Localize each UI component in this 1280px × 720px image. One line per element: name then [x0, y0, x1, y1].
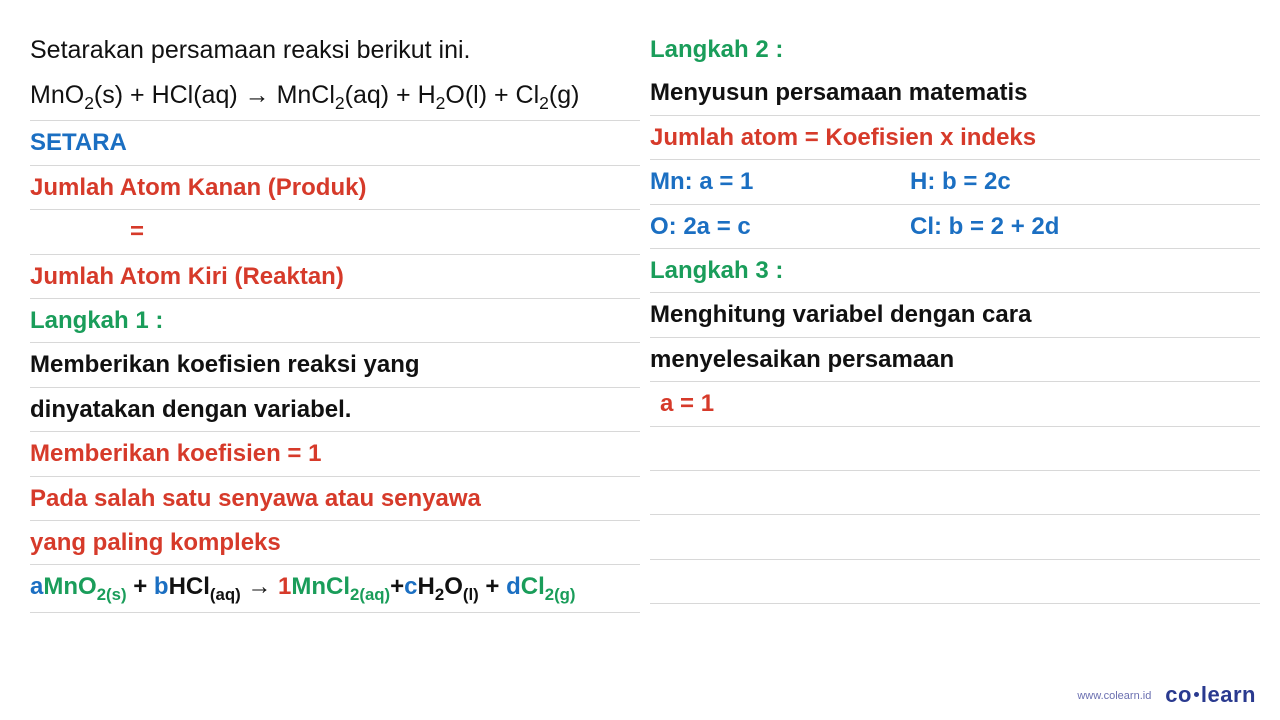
footer-brand: www.colearn.id colearn [1077, 682, 1256, 708]
eq-cl: Cl: b = 2 + 2d [910, 211, 1059, 243]
tip-line-2: Pada salah satu senyawa atau senyawa [30, 477, 640, 521]
setara-label: SETARA [30, 121, 640, 165]
coef-d: d [506, 573, 521, 600]
blank-row-1 [650, 427, 1260, 471]
a-equals-1: a = 1 [650, 382, 1260, 426]
brand-right: learn [1201, 682, 1256, 707]
eq-mn: Mn: a = 1 [650, 166, 910, 198]
main-equation: MnO2(s) + HCl(aq) → MnCl2(aq) + H2O(l) +… [30, 73, 640, 122]
reaktan-label: Jumlah Atom Kiri (Reaktan) [30, 255, 640, 299]
eq-h: H: b = 2c [910, 166, 1011, 198]
step2-heading: Langkah 2 : [650, 28, 1260, 71]
step2-desc: Menyusun persamaan matematis [650, 71, 1260, 115]
formula-line: Jumlah atom = Koefisien x indeks [650, 116, 1260, 160]
equals-sign: = [30, 210, 640, 254]
footer-url: www.colearn.id [1077, 690, 1151, 702]
right-column: Langkah 2 : Menyusun persamaan matematis… [640, 28, 1260, 613]
coef-b: b [154, 573, 169, 600]
coef-1: 1 [278, 573, 291, 600]
coef-c: c [404, 573, 417, 600]
step3-text-1: Menghitung variabel dengan cara [650, 293, 1260, 337]
brand-left: co [1165, 682, 1192, 707]
problem-title: Setarakan persamaan reaksi berikut ini. [30, 28, 640, 73]
step1-text-2: dinyatakan dengan variabel. [30, 388, 640, 432]
brand-dot-icon [1194, 692, 1199, 697]
content-grid: Setarakan persamaan reaksi berikut ini. … [0, 0, 1280, 613]
step3-heading: Langkah 3 : [650, 249, 1260, 293]
blank-row-4 [650, 560, 1260, 604]
tip-line-3: yang paling kompleks [30, 521, 640, 565]
produk-label: Jumlah Atom Kanan (Produk) [30, 166, 640, 210]
eq-row-1: Mn: a = 1 H: b = 2c [650, 160, 1260, 204]
variable-equation: aMnO2(s) + bHCl(aq) → 1MnCl2(aq)+cH2O(l)… [30, 565, 640, 612]
tip-line-1: Memberikan koefisien = 1 [30, 432, 640, 476]
step3-text-2: menyelesaikan persamaan [650, 338, 1260, 382]
blank-row-3 [650, 515, 1260, 559]
step1-heading: Langkah 1 : [30, 299, 640, 343]
blank-row-2 [650, 471, 1260, 515]
step1-text-1: Memberikan koefisien reaksi yang [30, 343, 640, 387]
left-column: Setarakan persamaan reaksi berikut ini. … [30, 28, 640, 613]
eq-row-2: O: 2a = c Cl: b = 2 + 2d [650, 205, 1260, 249]
coef-a: a [30, 573, 43, 600]
eq-o: O: 2a = c [650, 211, 910, 243]
